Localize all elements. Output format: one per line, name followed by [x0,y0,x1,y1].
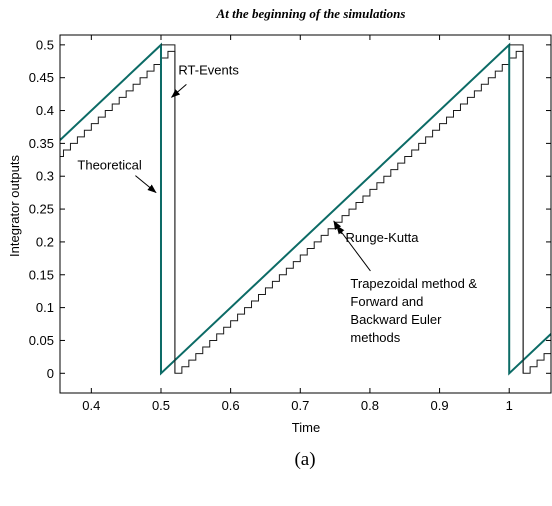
y-tick-label-5: 0.25 [29,202,54,217]
x-tick-label-4: 0.8 [361,398,379,413]
y-tick-label-9: 0.45 [29,70,54,85]
chart-title: At the beginning of the simulations [216,6,406,21]
x-tick-label-0: 0.4 [82,398,100,413]
annotation-2-line-0: Runge-Kutta [346,230,420,245]
annotation-3-line-3: methods [350,330,400,345]
x-axis-label: Time [292,420,320,435]
theoretical-series-line [60,42,551,376]
annotation-0: RT-Events [178,62,239,77]
annotation-3-line-1: Forward and [350,294,423,309]
annotation-2: Runge-Kutta [346,230,420,245]
y-tick-label-3: 0.15 [29,267,54,282]
annotation-1: Theoretical [77,158,141,173]
y-axis-label: Integrator outputs [7,155,22,257]
annotation-3-line-0: Trapezoidal method & [350,276,477,291]
annotation-3: Trapezoidal method & Forward and Backward … [350,276,477,345]
annotation-arrow-3 [336,225,371,272]
figure-caption: (a) [294,449,315,470]
x-tick-label-1: 0.5 [152,398,170,413]
annotation-0-line-0: RT-Events [178,62,239,77]
x-tick-label-5: 0.9 [431,398,449,413]
y-tick-label-7: 0.35 [29,136,54,151]
rt-events-edge-1 [509,44,524,374]
x-tick-label-3: 0.7 [291,398,309,413]
y-tick-label-0: 0 [47,366,54,381]
x-tick-label-2: 0.6 [222,398,240,413]
rt-events-edge-0 [160,44,176,374]
staircase-series-line [60,50,551,374]
annotation-1-line-0: Theoretical [77,158,141,173]
y-tick-label-10: 0.5 [36,37,54,52]
annotation-arrow-0 [171,84,187,98]
plot-frame [59,34,552,394]
y-tick-label-4: 0.2 [36,234,54,249]
y-tick-label-6: 0.3 [36,169,54,184]
y-tick-label-8: 0.4 [36,103,54,118]
y-tick-label-1: 0.05 [29,333,54,348]
y-tick-label-2: 0.1 [36,300,54,315]
annotation-3-line-2: Backward Euler [350,312,442,327]
x-tick-label-6: 1 [506,398,513,413]
annotation-arrow-1 [135,175,157,194]
